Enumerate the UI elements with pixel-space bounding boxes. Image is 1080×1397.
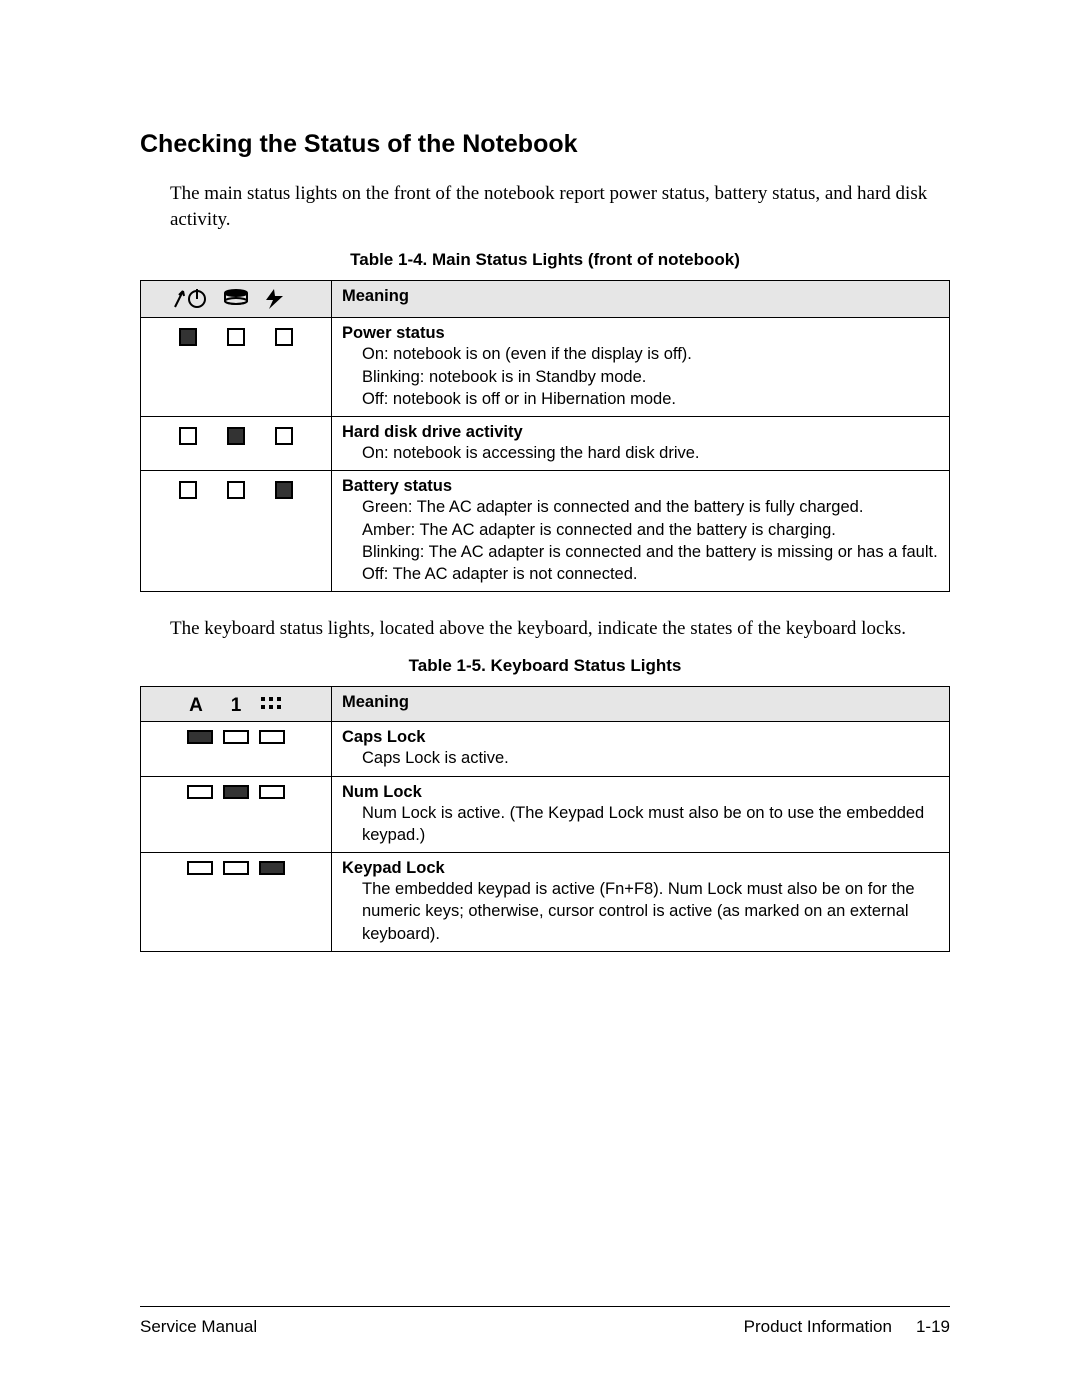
row-line: Amber: The AC adapter is connected and t… <box>362 519 939 541</box>
table-row: Num Lock Num Lock is active. (The Keypad… <box>141 776 950 853</box>
page: Checking the Status of the Notebook The … <box>0 0 1080 1397</box>
kb-indicator-icon <box>259 785 285 799</box>
table2-icon-header: A 1 <box>141 687 332 722</box>
row-line: Blinking: The AC adapter is connected an… <box>362 541 939 563</box>
caps-letter-icon: A <box>189 695 203 715</box>
indicator-cell <box>141 471 332 592</box>
table2-meaning-header: Meaning <box>332 687 950 722</box>
status-icons <box>171 287 301 311</box>
kb-indicator-icon <box>187 861 213 875</box>
indicator-square-icon <box>275 481 293 499</box>
indicator-square-icon <box>227 481 245 499</box>
keypad-grid-icon <box>261 697 281 709</box>
table1-meaning-header: Meaning <box>332 281 950 318</box>
table-row: Keypad Lock The embedded keypad is activ… <box>141 853 950 952</box>
between-text: The keyboard status lights, located abov… <box>170 618 950 640</box>
meaning-cell: Power status On: notebook is on (even if… <box>332 318 950 417</box>
section-title: Checking the Status of the Notebook <box>140 130 950 159</box>
table-row: Hard disk drive activity On: notebook is… <box>141 417 950 471</box>
indicator-cell <box>141 722 332 776</box>
table-row: Caps Lock Caps Lock is active. <box>141 722 950 776</box>
page-footer: Service Manual Product Information 1-19 <box>140 1306 950 1337</box>
footer-section: Product Information <box>744 1317 892 1337</box>
intro-text: The main status lights on the front of t… <box>170 181 950 232</box>
keyboard-icons: A 1 <box>181 693 291 715</box>
indicator-cell <box>141 318 332 417</box>
meaning-cell: Keypad Lock The embedded keypad is activ… <box>332 853 950 952</box>
indicator-square-icon <box>275 427 293 445</box>
row-line: On: notebook is accessing the hard disk … <box>362 442 939 464</box>
indicator-square-icon <box>179 328 197 346</box>
indicator-square-icon <box>179 481 197 499</box>
row-line: Green: The AC adapter is connected and t… <box>362 496 939 518</box>
indicator-square-icon <box>179 427 197 445</box>
kb-indicator-icon <box>187 730 213 744</box>
table2-caption: Table 1-5. Keyboard Status Lights <box>140 656 950 676</box>
table1-caption: Table 1-4. Main Status Lights (front of … <box>140 250 950 270</box>
row-title: Keypad Lock <box>342 859 445 877</box>
row-line: Caps Lock is active. <box>362 747 939 769</box>
row-line: Blinking: notebook is in Standby mode. <box>362 366 939 388</box>
table-keyboard-status: A 1 Meaning Caps Lock <box>140 686 950 952</box>
indicator-cell <box>141 417 332 471</box>
meaning-cell: Battery status Green: The AC adapter is … <box>332 471 950 592</box>
kb-indicator-icon <box>223 730 249 744</box>
meaning-cell: Hard disk drive activity On: notebook is… <box>332 417 950 471</box>
table-row: Power status On: notebook is on (even if… <box>141 318 950 417</box>
table-row: Battery status Green: The AC adapter is … <box>141 471 950 592</box>
indicator-square-icon <box>275 328 293 346</box>
row-line: Off: The AC adapter is not connected. <box>362 563 939 585</box>
row-line: On: notebook is on (even if the display … <box>362 343 939 365</box>
kb-indicator-icon <box>259 861 285 875</box>
row-title: Hard disk drive activity <box>342 423 523 441</box>
table-main-status: Meaning Power status On: notebook is on … <box>140 280 950 592</box>
indicator-cell <box>141 776 332 853</box>
indicator-cell <box>141 853 332 952</box>
row-title: Power status <box>342 324 445 342</box>
row-title: Num Lock <box>342 783 422 801</box>
kb-indicator-icon <box>223 785 249 799</box>
row-title: Caps Lock <box>342 728 425 746</box>
row-line: The embedded keypad is active (Fn+F8). N… <box>362 878 939 945</box>
kb-indicator-icon <box>223 861 249 875</box>
kb-indicator-icon <box>259 730 285 744</box>
row-title: Battery status <box>342 477 452 495</box>
kb-indicator-icon <box>187 785 213 799</box>
table1-icon-header <box>141 281 332 318</box>
indicator-square-icon <box>227 427 245 445</box>
meaning-cell: Caps Lock Caps Lock is active. <box>332 722 950 776</box>
footer-page-number: 1-19 <box>916 1317 950 1337</box>
row-line: Num Lock is active. (The Keypad Lock mus… <box>362 802 939 847</box>
footer-left: Service Manual <box>140 1317 257 1337</box>
meaning-cell: Num Lock Num Lock is active. (The Keypad… <box>332 776 950 853</box>
num-digit-icon: 1 <box>231 695 242 715</box>
indicator-square-icon <box>227 328 245 346</box>
row-line: Off: notebook is off or in Hibernation m… <box>362 388 939 410</box>
